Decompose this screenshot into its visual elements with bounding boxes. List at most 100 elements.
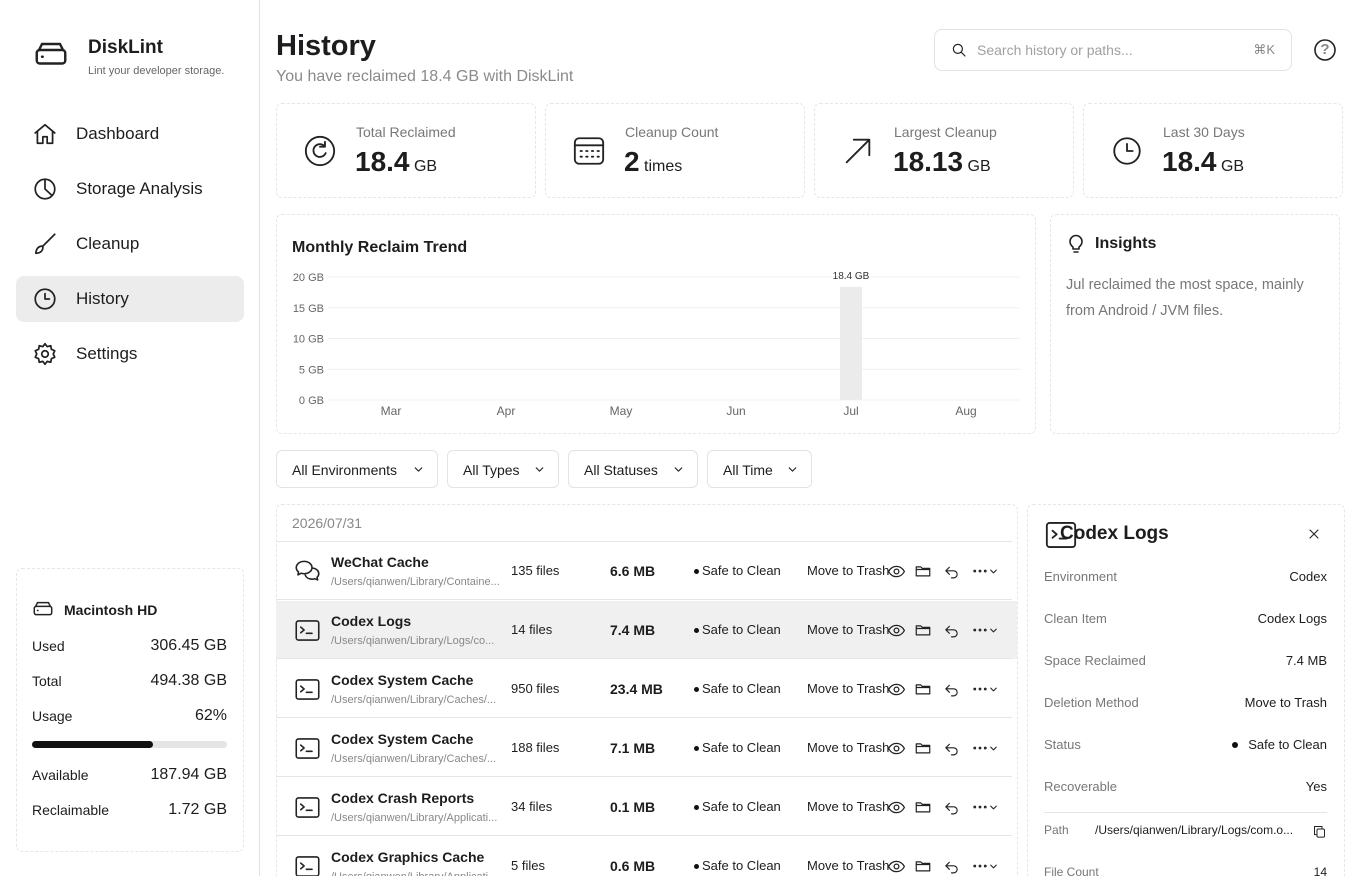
nav-icon — [34, 288, 56, 310]
y-tick-label: 10 GB — [293, 334, 324, 346]
list-card — [276, 504, 1018, 876]
filter-dropdown[interactable] — [276, 450, 438, 488]
search-icon — [952, 43, 966, 57]
icon-stroke — [1316, 828, 1325, 838]
x-tick-label: Jul — [843, 404, 858, 418]
stat-icon — [573, 137, 605, 165]
icon-stroke — [299, 802, 313, 811]
row-preview — [887, 624, 905, 636]
stat-value-wrap: 18.13 GB — [893, 143, 991, 186]
row-size: 23.4 MB — [610, 680, 663, 697]
row-restore — [944, 861, 958, 873]
copy-path — [1313, 825, 1325, 838]
row-path: /Users/qianwen/Library/Containe... — [331, 575, 500, 588]
icon-stroke — [892, 567, 900, 575]
icon-stroke — [299, 625, 313, 634]
row-size: 0.6 MB — [610, 857, 656, 874]
row-path: /Users/qianwen/Library/Caches/... — [331, 752, 497, 765]
disk-label: Usage — [32, 707, 73, 724]
row-preview — [887, 801, 905, 813]
row-status: Safe to Clean — [702, 562, 781, 578]
row-name: WeChat Cache — [331, 553, 429, 570]
row-path: /Users/qianwen/Library/Applicati... — [331, 870, 497, 876]
row-expand — [989, 628, 997, 632]
status-dot — [694, 805, 699, 810]
status-dot — [694, 569, 699, 574]
chart-title: Monthly Reclaim Trend — [292, 239, 467, 256]
row-more — [973, 628, 987, 632]
icon-stroke — [944, 625, 958, 637]
detail-path-value: /Users/qianwen/Library/Logs/com.o... — [1095, 823, 1294, 838]
row-path: /Users/qianwen/Library/Caches/... — [331, 693, 497, 706]
search-placeholder: Search history or paths... — [977, 41, 1133, 58]
app-tagline: Lint your developer storage. — [88, 64, 225, 77]
detail-icon — [1045, 522, 1077, 548]
search-shortcut: ⌘K — [1253, 41, 1275, 57]
disk-value: 187.94 GB — [150, 765, 228, 783]
usage-fill — [32, 741, 153, 748]
disk-value: 62% — [194, 706, 227, 724]
stat-value-wrap: 18.4 GB — [1162, 143, 1244, 186]
list-row[interactable] — [276, 719, 1012, 777]
insights-text: Jul reclaimed the most space, mainly fro… — [1066, 277, 1304, 319]
icon-stroke — [845, 138, 871, 164]
icon-stroke — [34, 342, 56, 366]
icon-stroke — [983, 864, 987, 868]
x-tick-label: Mar — [381, 404, 402, 418]
icon-stroke — [989, 687, 997, 691]
chart-card — [276, 214, 1036, 434]
icon-stroke — [887, 742, 905, 754]
nav-label: Settings — [76, 343, 138, 363]
icon-stroke — [978, 628, 982, 632]
icon-stroke — [33, 605, 53, 616]
list-row[interactable] — [276, 778, 1012, 836]
stat-unit: GB — [967, 158, 991, 175]
row-expand — [989, 746, 997, 750]
search-box[interactable] — [934, 29, 1292, 71]
icon-stroke — [674, 466, 682, 472]
detail-panel — [1027, 504, 1345, 876]
row-method: Move to Trash — [807, 857, 890, 873]
nav-label: Storage Analysis — [76, 178, 203, 198]
list-date: 2026/07/31 — [292, 514, 363, 531]
filter-dropdown[interactable] — [707, 450, 812, 488]
row-reveal — [915, 743, 931, 754]
detail-label: Deletion Method — [1044, 694, 1139, 710]
detail-label: Clean Item — [1044, 610, 1107, 626]
filter-dropdown[interactable] — [447, 450, 559, 488]
row-status: Safe to Clean — [702, 739, 781, 755]
list-row[interactable] — [276, 660, 1012, 718]
disk-value: 1.72 GB — [168, 800, 227, 818]
filter-chevron — [788, 466, 796, 472]
detail-label: Recoverable — [1044, 778, 1117, 794]
icon-stroke — [989, 805, 997, 809]
icon-stroke — [535, 466, 543, 472]
icon-stroke — [983, 746, 987, 750]
list-row[interactable] — [276, 542, 1012, 600]
icon-stroke — [1069, 234, 1083, 253]
row-reveal — [915, 566, 931, 577]
icon-stroke — [973, 569, 977, 573]
row-reveal — [915, 861, 931, 872]
stat-value: 18.4 — [355, 146, 410, 177]
row-preview — [887, 565, 905, 577]
help-mark: ? — [1320, 41, 1330, 59]
stat-card — [545, 103, 805, 198]
icon-stroke — [915, 625, 931, 636]
row-expand — [989, 687, 997, 691]
row-method: Move to Trash — [807, 739, 890, 755]
list-row[interactable] — [276, 601, 1012, 659]
disk-card — [16, 568, 244, 852]
filter-chevron — [674, 466, 682, 472]
icon-stroke — [915, 743, 931, 754]
icon-stroke — [294, 855, 320, 876]
row-reveal — [915, 625, 931, 636]
icon-stroke — [34, 601, 52, 612]
row-more — [973, 864, 987, 868]
icon-stroke — [892, 685, 900, 693]
filter-dropdown[interactable] — [568, 450, 698, 488]
row-name: Codex Logs — [331, 612, 412, 629]
detail-title: Codex Logs — [1060, 522, 1169, 544]
detail-value: Codex — [1289, 568, 1327, 584]
